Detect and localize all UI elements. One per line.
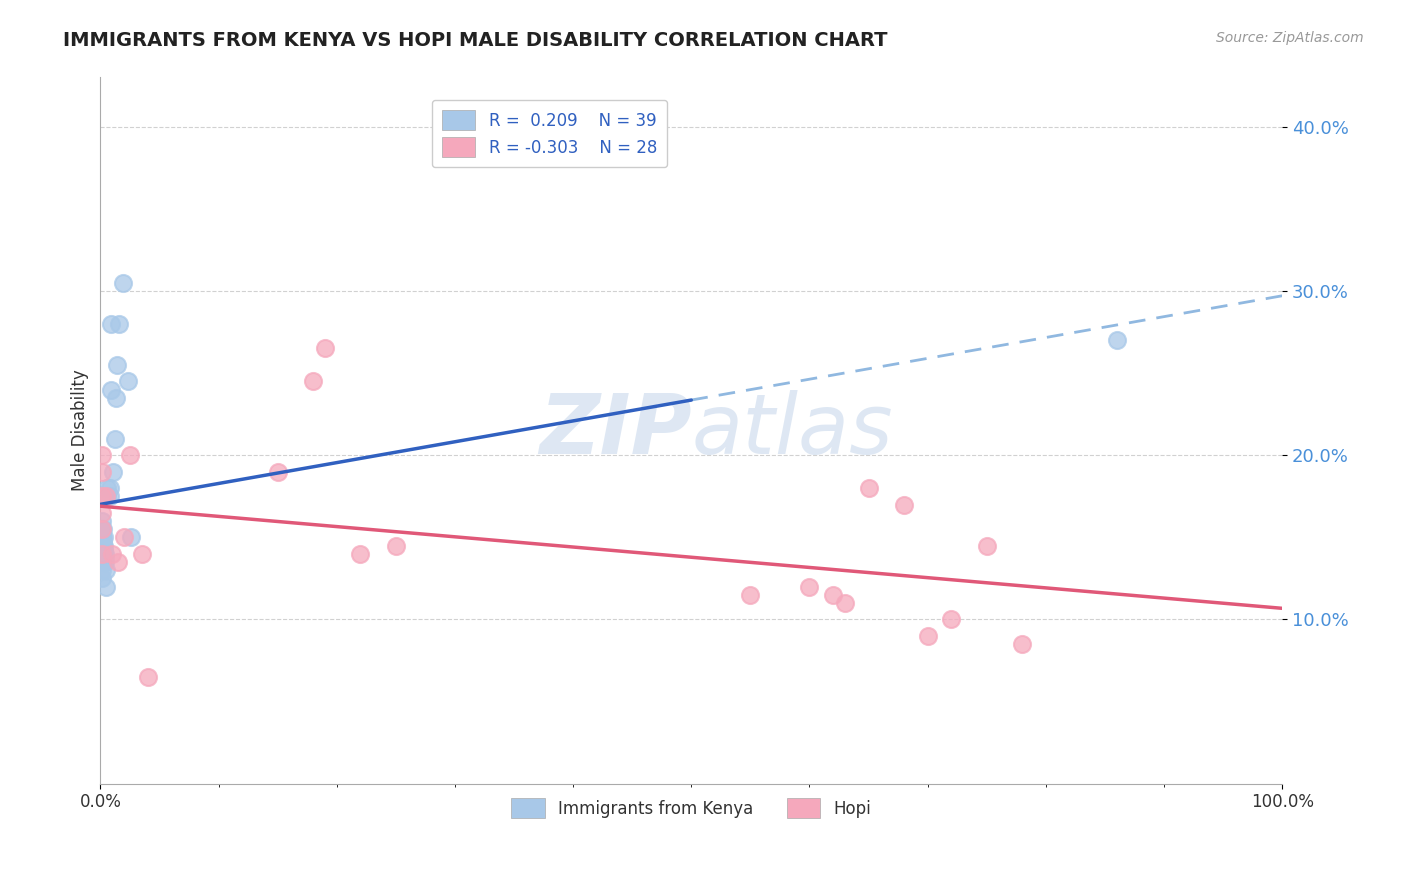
Point (118, 448, 141, 462)
Point (90, 547, 112, 561)
Point (90, 571, 112, 585)
Point (93, 555, 115, 569)
Point (96, 481, 118, 495)
Point (98, 481, 121, 495)
Y-axis label: Male Disability: Male Disability (72, 369, 89, 491)
Point (90, 522, 112, 536)
Point (108, 317, 131, 331)
Point (90, 555, 112, 569)
Point (90, 533, 112, 548)
Point (90, 522, 112, 536)
Point (104, 391, 127, 405)
Point (103, 465, 125, 479)
Point (120, 530, 142, 544)
Point (93, 539, 115, 553)
Point (893, 498, 915, 512)
Point (90, 539, 112, 553)
Point (111, 276, 134, 290)
Point (131, 547, 153, 561)
Point (136, 670, 159, 684)
Point (90, 514, 112, 528)
Point (823, 588, 845, 602)
Point (976, 539, 998, 553)
Point (100, 317, 122, 331)
Point (107, 555, 129, 569)
Point (94, 547, 117, 561)
Point (91, 533, 114, 548)
Point (96, 489, 118, 503)
Point (101, 547, 124, 561)
Point (90, 489, 112, 503)
Point (799, 580, 821, 594)
Point (1011, 637, 1033, 651)
Point (90, 530, 112, 544)
Point (117, 374, 139, 388)
Point (96, 580, 118, 594)
Point (90, 563, 112, 577)
Point (91, 539, 114, 553)
Point (266, 465, 288, 479)
Point (302, 374, 325, 388)
Text: IMMIGRANTS FROM KENYA VS HOPI MALE DISABILITY CORRELATION CHART: IMMIGRANTS FROM KENYA VS HOPI MALE DISAB… (63, 31, 887, 50)
Point (834, 596, 856, 610)
Point (1105, 333, 1128, 347)
Point (349, 547, 371, 561)
Text: ZIP: ZIP (538, 390, 692, 471)
Point (93, 530, 115, 544)
Point (94, 550, 117, 565)
Point (91, 522, 114, 536)
Text: Source: ZipAtlas.com: Source: ZipAtlas.com (1216, 31, 1364, 45)
Point (93, 543, 115, 558)
Point (103, 432, 125, 446)
Point (917, 629, 939, 643)
Point (91, 547, 114, 561)
Point (90, 506, 112, 520)
Point (112, 530, 135, 544)
Point (90, 547, 112, 561)
Point (740, 588, 762, 602)
Point (385, 539, 408, 553)
Point (98, 489, 121, 503)
Point (96, 489, 118, 503)
Point (90, 465, 112, 479)
Point (93, 547, 115, 561)
Point (100, 383, 122, 397)
Point (941, 612, 963, 626)
Point (96, 563, 118, 577)
Legend: Immigrants from Kenya, Hopi: Immigrants from Kenya, Hopi (505, 791, 877, 825)
Point (90, 527, 112, 541)
Point (90, 448, 112, 462)
Point (94, 555, 117, 569)
Point (314, 342, 336, 356)
Point (105, 358, 128, 372)
Point (858, 481, 880, 495)
Text: atlas: atlas (692, 390, 893, 471)
